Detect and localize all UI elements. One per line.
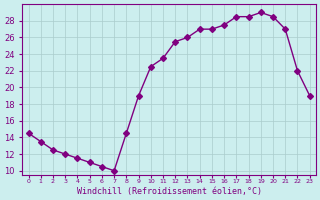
X-axis label: Windchill (Refroidissement éolien,°C): Windchill (Refroidissement éolien,°C) bbox=[76, 187, 262, 196]
